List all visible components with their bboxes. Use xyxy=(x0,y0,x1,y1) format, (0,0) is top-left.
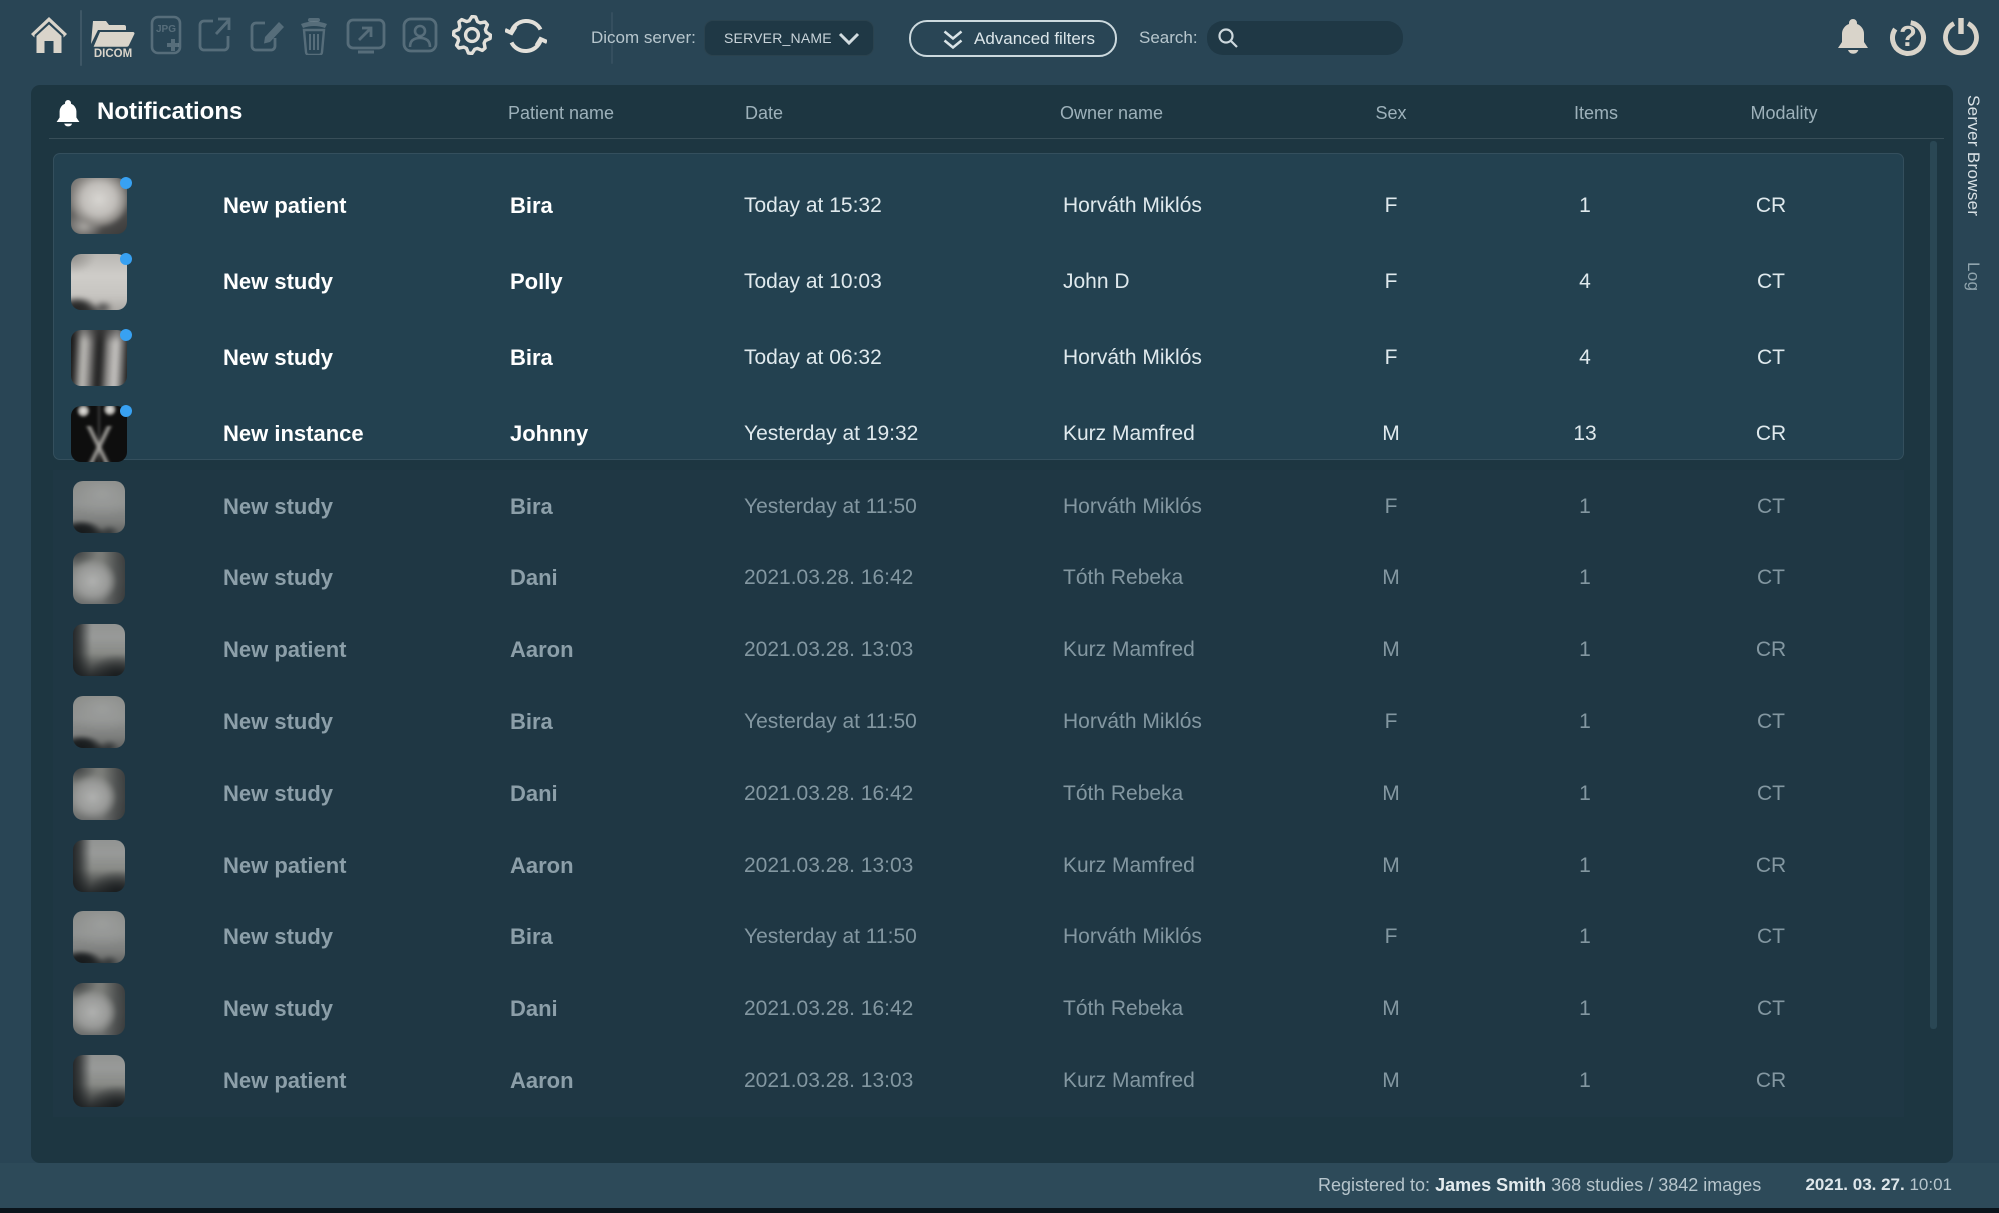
svg-text:JPG: JPG xyxy=(156,24,176,35)
svg-text:DICOM: DICOM xyxy=(94,48,132,58)
svg-text:?: ? xyxy=(1899,21,1917,53)
